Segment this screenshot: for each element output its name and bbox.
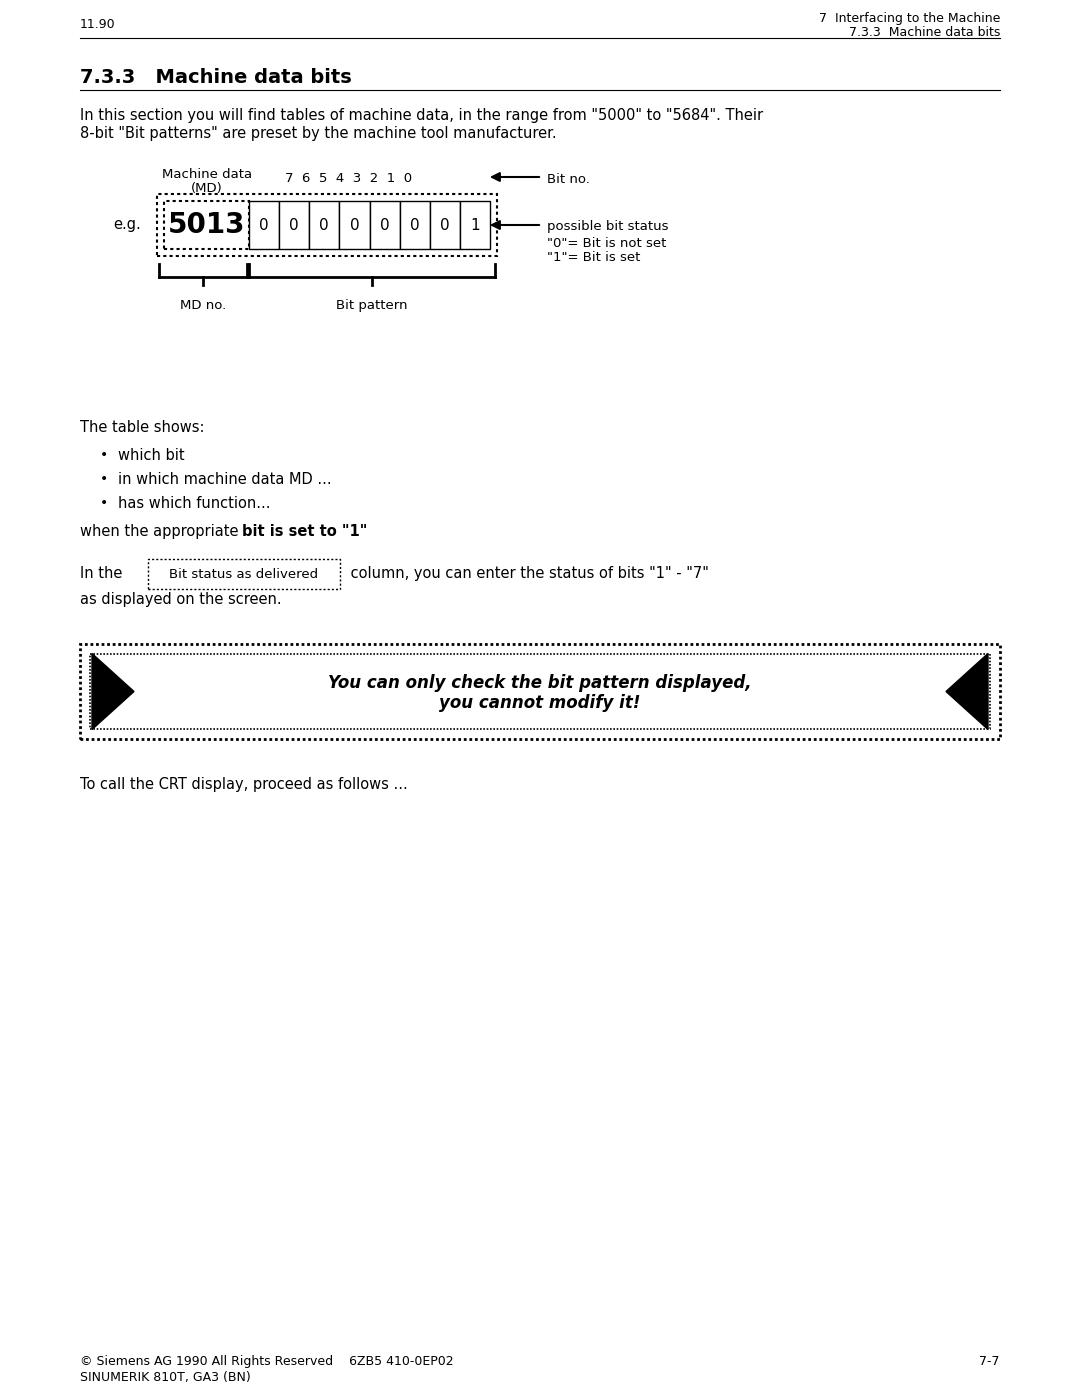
Text: 0: 0 <box>440 218 449 232</box>
Text: 7-7: 7-7 <box>980 1355 1000 1368</box>
Text: •: • <box>100 496 108 510</box>
Text: In the: In the <box>80 566 127 581</box>
Text: has which function...: has which function... <box>118 496 270 511</box>
Bar <box>148 559 340 590</box>
Bar <box>164 201 249 249</box>
Text: Bit no.: Bit no. <box>546 173 590 186</box>
Polygon shape <box>946 654 988 729</box>
Text: In this section you will find tables of machine data, in the range from "5000" t: In this section you will find tables of … <box>80 108 764 123</box>
Text: MD no.: MD no. <box>180 299 226 312</box>
Text: Machine data: Machine data <box>162 168 252 182</box>
Text: Bit status as delivered: Bit status as delivered <box>170 567 319 581</box>
Bar <box>430 201 460 249</box>
Text: as displayed on the screen.: as displayed on the screen. <box>80 592 282 608</box>
Text: 8-bit "Bit patterns" are preset by the machine tool manufacturer.: 8-bit "Bit patterns" are preset by the m… <box>80 126 556 141</box>
Text: you cannot modify it!: you cannot modify it! <box>440 693 640 711</box>
Text: 7.3.3  Machine data bits: 7.3.3 Machine data bits <box>849 27 1000 39</box>
Text: e.g.: e.g. <box>113 218 140 232</box>
Text: To call the CRT display, proceed as follows ...: To call the CRT display, proceed as foll… <box>80 777 408 792</box>
Text: © Siemens AG 1990 All Rights Reserved    6ZB5 410-0EP02: © Siemens AG 1990 All Rights Reserved 6Z… <box>80 1355 454 1368</box>
Text: which bit: which bit <box>118 448 185 462</box>
Text: 7  6  5  4  3  2  1  0: 7 6 5 4 3 2 1 0 <box>285 172 413 184</box>
Text: column, you can enter the status of bits "1" - "7": column, you can enter the status of bits… <box>346 566 708 581</box>
Text: 11.90: 11.90 <box>80 18 116 31</box>
Text: Bit pattern: Bit pattern <box>336 299 408 312</box>
Text: •: • <box>100 472 108 486</box>
Bar <box>309 201 339 249</box>
Text: 0: 0 <box>350 218 360 232</box>
Text: •: • <box>100 448 108 462</box>
Text: 0: 0 <box>410 218 419 232</box>
Text: SINUMERIK 810T, GA3 (BN): SINUMERIK 810T, GA3 (BN) <box>80 1370 251 1384</box>
Text: 0: 0 <box>289 218 299 232</box>
Text: 5013: 5013 <box>167 211 245 239</box>
Text: "1"= Bit is set: "1"= Bit is set <box>546 251 640 264</box>
Bar <box>279 201 309 249</box>
Text: "0"= Bit is not set: "0"= Bit is not set <box>546 237 666 250</box>
Text: The table shows:: The table shows: <box>80 420 204 434</box>
Text: 7.3.3   Machine data bits: 7.3.3 Machine data bits <box>80 68 352 87</box>
Text: 0: 0 <box>320 218 329 232</box>
Bar <box>369 201 400 249</box>
Bar <box>400 201 430 249</box>
Bar <box>460 201 490 249</box>
Text: (MD): (MD) <box>191 182 222 196</box>
Text: You can only check the bit pattern displayed,: You can only check the bit pattern displ… <box>328 673 752 692</box>
Text: 7  Interfacing to the Machine: 7 Interfacing to the Machine <box>819 13 1000 25</box>
Bar <box>339 201 369 249</box>
Text: bit is set to "1": bit is set to "1" <box>242 524 367 539</box>
Text: possible bit status: possible bit status <box>546 219 669 233</box>
Bar <box>157 194 497 256</box>
Bar <box>249 201 279 249</box>
Text: in which machine data MD ...: in which machine data MD ... <box>118 472 332 488</box>
Text: 0: 0 <box>380 218 390 232</box>
Text: 1: 1 <box>470 218 480 232</box>
Polygon shape <box>92 654 134 729</box>
Bar <box>90 654 990 729</box>
Bar <box>80 644 1000 739</box>
Text: when the appropriate: when the appropriate <box>80 524 243 539</box>
Text: 0: 0 <box>259 218 269 232</box>
